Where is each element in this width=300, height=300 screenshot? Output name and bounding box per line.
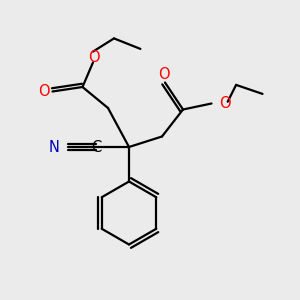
Text: O: O xyxy=(220,96,231,111)
Text: C: C xyxy=(91,140,101,154)
Text: O: O xyxy=(38,84,50,99)
Text: N: N xyxy=(49,140,59,154)
Text: O: O xyxy=(88,50,100,64)
Text: O: O xyxy=(158,67,169,82)
